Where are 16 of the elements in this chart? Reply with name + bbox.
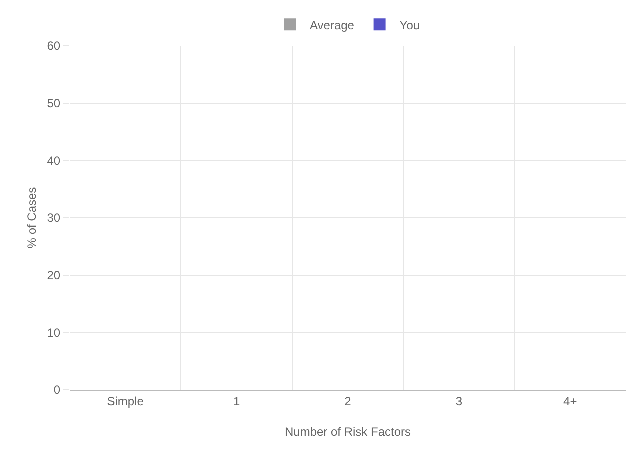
x-axis-title: Number of Risk Factors bbox=[284, 425, 412, 439]
x-tick-label: 1 bbox=[233, 394, 240, 408]
y-axis-title: % of Cases bbox=[25, 187, 39, 249]
x-tick-label: Simple bbox=[107, 394, 144, 408]
x-tick-label: 4+ bbox=[564, 394, 578, 408]
y-tick-label: 60 bbox=[47, 39, 61, 54]
y-tick-label: 20 bbox=[47, 268, 61, 283]
y-tick-label: 30 bbox=[47, 211, 61, 226]
y-tick-label: 40 bbox=[47, 154, 61, 168]
y-tick-label: 0 bbox=[54, 383, 61, 398]
y-tick-label: 10 bbox=[47, 326, 61, 340]
x-tick-label: 3 bbox=[456, 394, 463, 408]
legend-label: You bbox=[400, 18, 420, 32]
x-tick-label: 2 bbox=[344, 394, 352, 408]
legend-label: Average bbox=[310, 18, 355, 32]
y-tick-label: 50 bbox=[47, 96, 61, 111]
